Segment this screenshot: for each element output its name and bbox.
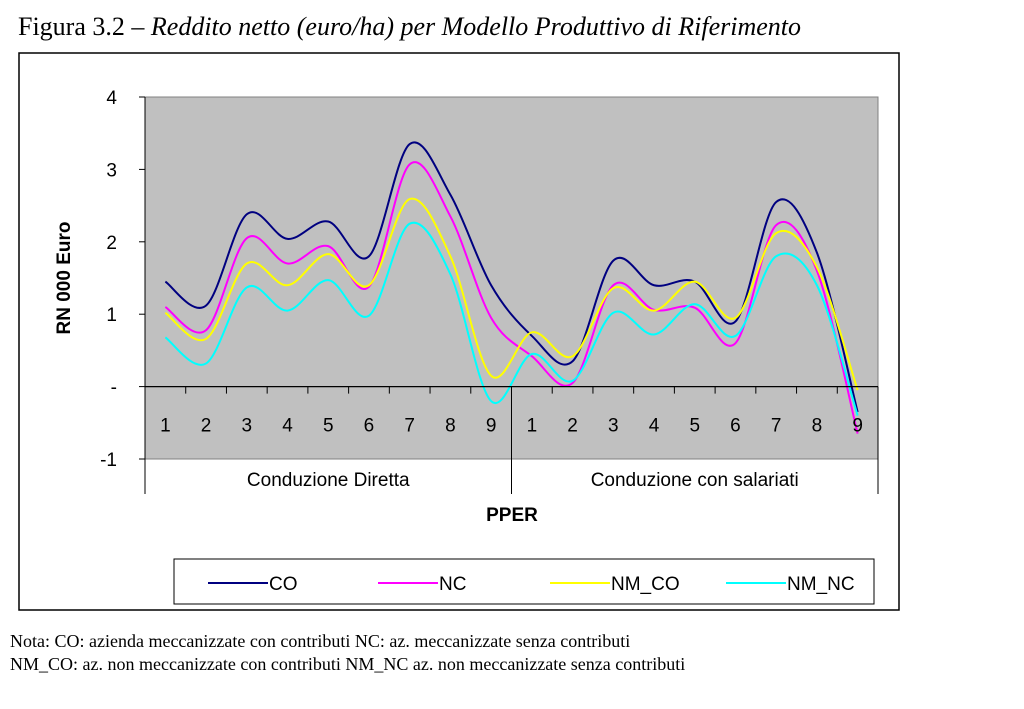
x-tick-label: 8 [812, 416, 823, 437]
y-tick-label: 4 [106, 88, 117, 109]
x-tick-label: 6 [730, 416, 741, 437]
legend: CO NC NM_CO NM_NC [208, 574, 855, 595]
y-tick-label: 3 [106, 160, 117, 181]
legend-label: CO [269, 574, 298, 595]
x-tick-label: 5 [689, 416, 700, 437]
x-tick-label: 9 [486, 416, 497, 437]
legend-label: NM_NC [787, 574, 855, 595]
x-tick-label: 1 [527, 416, 538, 437]
note-block: Nota: CO: azienda meccanizzate con contr… [10, 630, 1020, 676]
y-tick-label: 2 [106, 233, 117, 254]
x-tick-label: 2 [567, 416, 578, 437]
legend-label: NM_CO [611, 574, 680, 595]
x-tick-label: 8 [445, 416, 456, 437]
group-label: Conduzione con salariati [591, 470, 799, 491]
legend-box [173, 558, 875, 605]
group-label: Conduzione Diretta [247, 470, 410, 491]
series-line-nc [164, 161, 859, 434]
x-tick-label: 3 [608, 416, 619, 437]
y-tick-label: -1 [100, 450, 117, 471]
x-tick-label: 6 [364, 416, 375, 437]
y-axis-label: RN 000 Euro [54, 222, 75, 335]
x-tick-label: 7 [771, 416, 782, 437]
x-tick-label: 2 [201, 416, 212, 437]
x-tick-label: 4 [282, 416, 293, 437]
axes-layer [139, 96, 879, 494]
series-line-co [164, 141, 859, 413]
x-axis-label: PPER [486, 505, 538, 526]
figure-caption: Figura 3.2 – Reddito netto (euro/ha) per… [18, 12, 1018, 42]
note-line-1: Nota: CO: azienda meccanizzate con contr… [10, 631, 631, 651]
chart-frame: -1-1 2 3 4 1 2 3 4 5 6 7 8 9 1 2 3 4 5 6 7 8 9 Conduzione Dire… [18, 52, 1008, 612]
series-line-nm-co [164, 197, 859, 391]
x-tick-label: 3 [242, 416, 253, 437]
caption-prefix: Figura 3.2 – [18, 12, 151, 41]
x-tick-label: 5 [323, 416, 334, 437]
y-tick-label: - [111, 378, 117, 399]
series-layer [164, 141, 859, 434]
x-tick-label: 1 [160, 416, 171, 437]
series-line-nm-nc [164, 221, 859, 416]
caption-title: Reddito netto (euro/ha) per Modello Prod… [150, 12, 802, 41]
legend-label: NC [439, 574, 466, 595]
note-line-2: NM_CO: az. non meccanizzate con contribu… [10, 654, 686, 674]
y-tick-label: 1 [106, 305, 117, 326]
x-tick-label: 4 [649, 416, 660, 437]
x-tick-label: 7 [404, 416, 415, 437]
x-tick-label: 9 [852, 416, 863, 437]
